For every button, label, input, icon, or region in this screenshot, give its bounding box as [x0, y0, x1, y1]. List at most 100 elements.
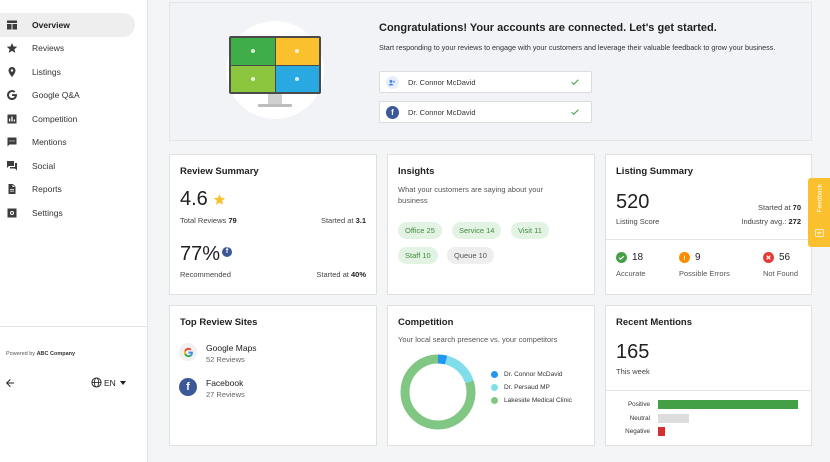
document-icon — [6, 183, 18, 195]
card-title: Review Summary — [180, 166, 259, 177]
sidebar-item-settings[interactable]: Settings — [0, 201, 148, 225]
card-title: Listing Summary — [616, 166, 694, 177]
close-circle-icon — [763, 252, 774, 263]
chip-count: 10 — [478, 251, 487, 260]
check-icon — [571, 79, 579, 86]
site-reviews: 27 Reviews — [206, 390, 245, 399]
listing-status-possible-errors[interactable]: ! 9 Possible Errors — [679, 252, 730, 278]
mentions-period: This week — [616, 367, 650, 376]
competition-card[interactable]: Competition Your local search presence v… — [387, 305, 595, 446]
chip-label: Office — [405, 226, 425, 235]
industry-average: Industry avg.: 272 — [741, 217, 801, 226]
sidebar-item-overview[interactable]: Overview — [0, 13, 135, 37]
sentiment-label-positive: Positive — [627, 401, 650, 408]
sentiment-label-negative: Negative — [625, 428, 650, 435]
insights-card[interactable]: Insights What your customers are saying … — [387, 154, 595, 295]
card-title: Competition — [398, 317, 454, 328]
top-review-sites-card[interactable]: Top Review Sites Google Maps 52 Reviews … — [169, 305, 377, 446]
feedback-tab[interactable] — [808, 178, 830, 247]
status-count: 9 — [695, 252, 701, 263]
insight-chip-service[interactable]: Service 14 — [452, 222, 502, 239]
review-summary-card[interactable]: Review Summary 4.6 Total Reviews 79 Star… — [169, 154, 377, 295]
legend-swatch — [491, 384, 498, 391]
language-selector[interactable]: EN — [91, 377, 126, 388]
card-divider — [606, 239, 811, 240]
sentiment-bar-positive[interactable] — [658, 400, 798, 409]
sentiment-bar-neutral[interactable] — [658, 413, 689, 423]
forum-icon — [6, 160, 18, 172]
overview-icon — [6, 19, 18, 31]
mentions-count: 165 — [616, 341, 650, 363]
google-icon — [179, 343, 197, 361]
chip-count: 14 — [486, 226, 495, 235]
chip-label: Queue — [454, 251, 477, 260]
chip-label: Staff — [405, 251, 421, 260]
insight-chip-office[interactable]: Office 25 — [398, 222, 442, 239]
competition-donut-chart — [400, 354, 476, 430]
site-name: Google Maps — [206, 343, 257, 353]
sidebar-item-label: Reports — [32, 184, 62, 195]
svg-text:!: ! — [683, 255, 685, 262]
card-divider — [606, 390, 811, 391]
globe-icon — [91, 377, 102, 388]
sidebar-item-social[interactable]: Social — [0, 154, 148, 178]
account-facebook[interactable]: f Dr. Connor McDavid — [379, 101, 592, 123]
back-arrow-icon[interactable] — [4, 376, 18, 390]
sidebar-nav: Overview Reviews Listings Google Q&A Competi… — [0, 13, 148, 225]
status-label: Possible Errors — [679, 269, 730, 278]
sidebar-item-label: Reviews — [32, 43, 65, 54]
language-code: EN — [104, 377, 116, 388]
card-title: Top Review Sites — [180, 317, 258, 328]
legend-label: Dr. Connor McDavid — [504, 370, 563, 378]
listing-summary-card[interactable]: Listing Summary 520 Listing Score Starte… — [605, 154, 812, 295]
sidebar-item-label: Overview — [32, 19, 70, 30]
competition-subtitle: Your local search presence vs. your comp… — [398, 335, 558, 344]
google-icon — [6, 89, 18, 101]
listing-status-not-found[interactable]: 56 Not Found — [763, 252, 798, 278]
chip-count: 11 — [534, 226, 542, 235]
sidebar-item-competition[interactable]: Competition — [0, 107, 148, 131]
feedback-label: Feedback — [816, 183, 824, 213]
listing-status-accurate[interactable]: 18 Accurate — [616, 252, 646, 278]
insight-chip-staff[interactable]: Staff 10 — [398, 247, 438, 264]
legend-swatch — [491, 371, 498, 378]
legend-label: Lakeside Medical Clinic — [504, 396, 572, 404]
facebook-icon: f — [222, 246, 233, 257]
sidebar: Overview Reviews Listings Google Q&A Competi… — [0, 0, 148, 462]
sidebar-item-label: Google Q&A — [32, 90, 80, 101]
sidebar-item-google-q-a[interactable]: Google Q&A — [0, 84, 148, 108]
chip-label: Service — [459, 226, 485, 235]
chip-label: Visit — [518, 226, 533, 235]
feedback-icon — [815, 229, 824, 237]
insight-chip-queue[interactable]: Queue 10 — [447, 247, 494, 264]
sidebar-item-label: Settings — [32, 207, 63, 218]
sidebar-item-listings[interactable]: Listings — [0, 60, 148, 84]
status-count: 56 — [779, 252, 791, 263]
powered-by: Powered by ABC Company — [6, 351, 76, 357]
sentiment-bar-negative[interactable] — [658, 427, 665, 436]
gear-icon — [6, 207, 18, 219]
listing-started: Started at 70 — [758, 203, 801, 212]
status-label: Accurate — [616, 269, 646, 278]
sidebar-item-mentions[interactable]: Mentions — [0, 131, 148, 155]
sentiment-label-neutral: Neutral — [629, 414, 650, 422]
account-name: Dr. Connor McDavid — [408, 107, 476, 117]
status-label: Not Found — [763, 269, 799, 278]
star-icon — [213, 194, 225, 205]
warning-circle-icon: ! — [679, 252, 690, 263]
site-reviews: 52 Reviews — [206, 355, 245, 364]
card-title: Insights — [398, 166, 435, 177]
account-google[interactable]: Dr. Connor McDavid — [379, 71, 592, 93]
account-name: Dr. Connor McDavid — [408, 77, 476, 87]
donut-slice-lakeside-medical-clinic[interactable] — [400, 354, 476, 430]
sidebar-item-reports[interactable]: Reports — [0, 178, 148, 202]
recent-mentions-card[interactable]: Recent Mentions 165 This week Positive Ne… — [605, 305, 812, 446]
site-name: Facebook — [206, 378, 244, 388]
card-title: Recent Mentions — [616, 317, 693, 328]
insight-chip-visit[interactable]: Visit 11 — [511, 222, 549, 239]
chip-count: 10 — [422, 251, 431, 260]
sidebar-item-reviews[interactable]: Reviews — [0, 37, 148, 61]
recommended-started: Started at 40% — [316, 270, 366, 279]
star-icon — [6, 42, 18, 54]
check-circle-icon — [616, 252, 627, 263]
